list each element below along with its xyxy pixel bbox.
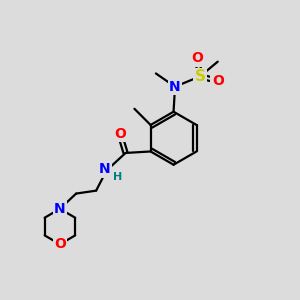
Text: S: S	[195, 69, 206, 84]
Text: N: N	[169, 80, 181, 94]
Text: O: O	[191, 51, 203, 65]
Text: O: O	[114, 127, 126, 141]
Text: N: N	[99, 162, 111, 176]
Text: H: H	[113, 172, 122, 182]
Text: O: O	[54, 237, 66, 251]
Text: N: N	[54, 202, 66, 216]
Text: O: O	[212, 74, 224, 88]
